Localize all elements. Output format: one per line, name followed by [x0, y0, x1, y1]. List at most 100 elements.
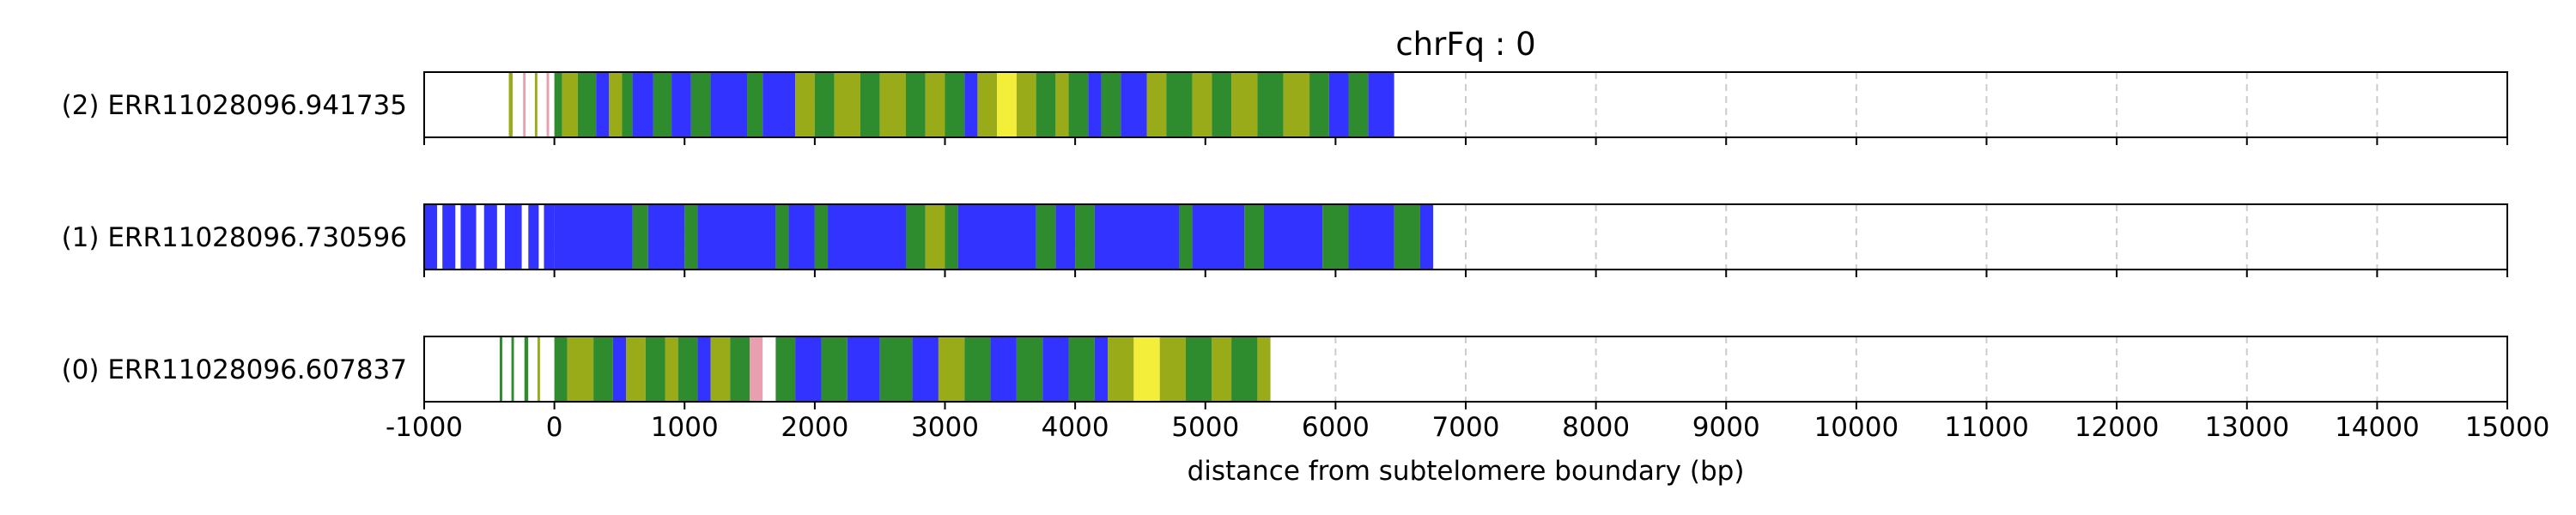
read-segment — [1042, 336, 1069, 402]
read-segment — [879, 336, 913, 402]
read-segment — [814, 72, 835, 137]
read-segment — [1159, 336, 1187, 402]
read-segment — [671, 72, 691, 137]
read-segment — [1146, 72, 1167, 137]
x-tick-label: 3000 — [911, 412, 979, 443]
read-segment — [511, 336, 514, 402]
read-segment — [1108, 336, 1134, 402]
read-segment — [938, 336, 965, 402]
read-segment — [1186, 336, 1212, 402]
read-segment — [460, 204, 477, 270]
x-tick-label: 15000 — [2465, 412, 2550, 443]
read-segment — [775, 336, 796, 402]
read-segment — [1179, 204, 1193, 270]
read-segment — [549, 72, 555, 137]
read-segment — [821, 336, 848, 402]
read-segment — [424, 204, 438, 270]
read-segment — [762, 72, 796, 137]
x-tick-label: 12000 — [2075, 412, 2160, 443]
read-segment — [537, 72, 547, 137]
read-segment — [964, 72, 978, 137]
read-segment — [1348, 72, 1369, 137]
read-segment — [1068, 72, 1089, 137]
read-segment — [677, 336, 698, 402]
read-segment — [1328, 72, 1349, 137]
read-segment — [997, 72, 1017, 137]
read-segment — [1192, 72, 1212, 137]
read-track: (1) ERR11028096.730596 — [62, 203, 2508, 277]
read-segment — [665, 336, 678, 402]
read-segment — [1394, 204, 1420, 270]
x-tick-label: 1000 — [651, 412, 719, 443]
read-segment — [1244, 204, 1264, 270]
x-tick-label: 2000 — [781, 412, 848, 443]
read-segment — [524, 336, 529, 402]
read-segment — [775, 204, 789, 270]
read-segment — [521, 204, 529, 270]
read-segment — [1055, 72, 1069, 137]
x-tick-label: 6000 — [1302, 412, 1370, 443]
read-segment — [1088, 72, 1102, 137]
x-tick-label: 8000 — [1562, 412, 1630, 443]
read-segment — [538, 204, 544, 270]
tracks-layer: (2) ERR11028096.941735 (1) ERR11028096.73… — [62, 71, 2508, 409]
read-segment — [788, 204, 815, 270]
read-segment — [957, 204, 1036, 270]
read-track: (0) ERR11028096.607837 — [62, 336, 2508, 409]
read-segment — [1192, 204, 1245, 270]
read-segment — [945, 204, 958, 270]
read-segment — [1283, 72, 1310, 137]
read-segment — [1322, 204, 1349, 270]
read-segment — [632, 204, 648, 270]
read-segment — [626, 336, 646, 402]
read-segment — [684, 204, 698, 270]
x-tick-label: 4000 — [1042, 412, 1109, 443]
read-segment — [505, 204, 522, 270]
read-segment — [499, 336, 502, 402]
read-segment — [1348, 204, 1394, 270]
read-segment — [710, 336, 731, 402]
read-label: (0) ERR11028096.607837 — [62, 354, 407, 385]
read-segment — [526, 72, 535, 137]
read-segment — [508, 72, 513, 137]
read-segment — [593, 336, 613, 402]
read-segment — [1263, 204, 1323, 270]
read-segment — [906, 204, 926, 270]
read-segment — [562, 72, 578, 137]
read-segment — [632, 72, 653, 137]
read-segment — [442, 204, 456, 270]
read-segment — [539, 336, 555, 402]
read-segment — [1016, 336, 1043, 402]
read-segment — [554, 204, 633, 270]
read-segment — [546, 72, 550, 137]
read-segment — [483, 204, 497, 270]
x-axis-label: distance from subtelomere boundary (bp) — [1188, 456, 1745, 487]
read-segment — [554, 336, 568, 402]
x-tick-label: 0 — [546, 412, 563, 443]
read-segment — [1212, 72, 1232, 137]
read-segment — [814, 204, 829, 270]
read-segment — [828, 204, 907, 270]
read-segment — [912, 336, 939, 402]
read-segment — [795, 336, 822, 402]
x-tick-label: 14000 — [2335, 412, 2420, 443]
read-segment — [990, 336, 1017, 402]
read-segment — [1101, 72, 1121, 137]
x-tick-label: -1000 — [386, 412, 463, 443]
x-tick-label: 13000 — [2204, 412, 2289, 443]
x-axis: -1000 0 1000 2000 3000 4000 5000 6000 7000 8000 90… — [386, 412, 2549, 443]
read-segment — [577, 72, 597, 137]
read-segment — [879, 72, 907, 137]
read-segment — [690, 72, 711, 137]
read-segment — [1094, 336, 1109, 402]
read-segment — [945, 72, 965, 137]
read-segment — [528, 204, 539, 270]
read-segment — [697, 336, 711, 402]
read-segment — [496, 204, 506, 270]
read-label: (2) ERR11028096.941735 — [62, 90, 407, 121]
chart-title: chrFq : 0 — [1395, 26, 1535, 63]
read-segment — [476, 204, 484, 270]
read-segment — [567, 336, 594, 402]
read-segment — [710, 72, 748, 137]
